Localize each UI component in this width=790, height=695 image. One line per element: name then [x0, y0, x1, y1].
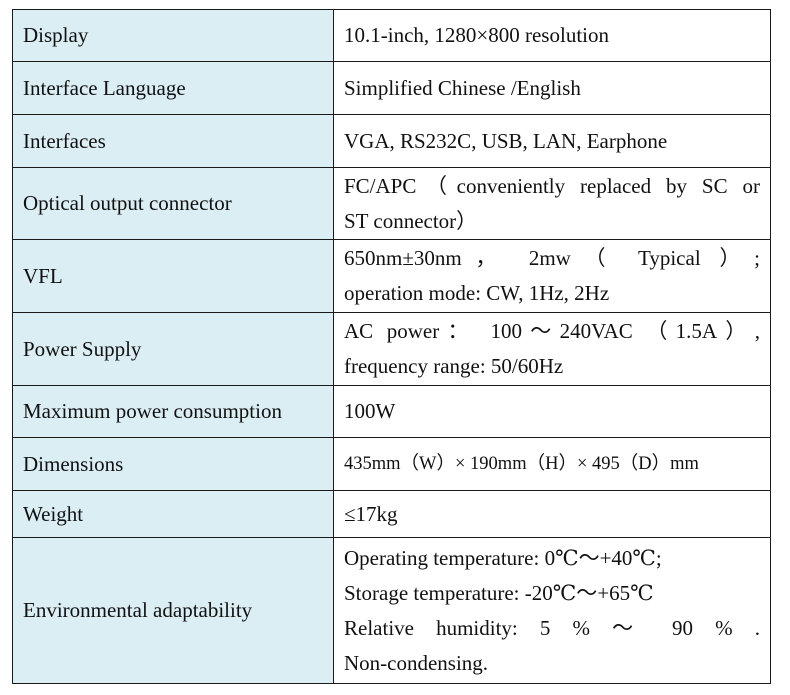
row-value-environmental-adaptability: Operating temperature: 0℃～+40℃; Storage … — [333, 537, 771, 684]
row-label-interface-language: Interface Language — [12, 61, 334, 115]
table-row: Interface Language Simplified Chinese /E… — [12, 61, 771, 115]
row-label-dimensions: Dimensions — [12, 437, 334, 491]
row-label-weight: Weight — [12, 490, 334, 538]
row-value-power-supply: AC power： 100～240VAC （1.5A）, frequency r… — [333, 312, 771, 386]
row-label-environmental-adaptability: Environmental adaptability — [12, 537, 334, 684]
table-row: Weight ≤17kg — [12, 490, 771, 538]
value-line: 435mm（W）× 190mm（H）× 495（D）mm — [344, 453, 699, 474]
table-row: Power Supply AC power： 100～240VAC （1.5A）… — [12, 312, 771, 386]
value-line: frequency range: 50/60Hz — [344, 354, 564, 378]
table-row: Interfaces VGA, RS232C, USB, LAN, Earpho… — [12, 114, 771, 168]
row-value-vfl: 650nm±30nm， 2mw（ Typical ）; operation mo… — [333, 239, 771, 313]
spec-table: Display 10.1-inch, 1280×800 resolution I… — [12, 9, 771, 684]
value-line: 10.1-inch, 1280×800 resolution — [344, 23, 609, 47]
value-line: VGA, RS232C, USB, LAN, Earphone — [344, 128, 668, 153]
row-label-optical-output-connector: Optical output connector — [12, 167, 334, 240]
row-label-display: Display — [12, 9, 334, 62]
table-row: VFL 650nm±30nm， 2mw（ Typical ）; operatio… — [12, 239, 771, 313]
value-line: Non-condensing. — [344, 650, 489, 675]
table-row: Display 10.1-inch, 1280×800 resolution — [12, 9, 771, 62]
value-line: 100W — [344, 399, 396, 423]
row-value-interfaces: VGA, RS232C, USB, LAN, Earphone — [333, 114, 771, 168]
row-value-weight: ≤17kg — [333, 490, 771, 538]
row-value-interface-language: Simplified Chinese /English — [333, 61, 771, 115]
value-line: operation mode: CW, 1Hz, 2Hz — [344, 281, 610, 305]
table-row: Maximum power consumption 100W — [12, 385, 771, 438]
value-line: Operating temperature: 0℃～+40℃; — [344, 545, 662, 570]
value-line: ≤17kg — [344, 501, 398, 526]
row-value-max-power-consumption: 100W — [333, 385, 771, 438]
table-row: Environmental adaptability Operating tem… — [12, 537, 771, 684]
value-line: Simplified Chinese /English — [344, 75, 581, 100]
value-line: 650nm±30nm， 2mw（ Typical ）; — [344, 246, 760, 270]
table-row: Dimensions 435mm（W）× 190mm（H）× 495（D）mm — [12, 437, 771, 491]
row-label-vfl: VFL — [12, 239, 334, 313]
row-value-display: 10.1-inch, 1280×800 resolution — [333, 9, 771, 62]
row-label-interfaces: Interfaces — [12, 114, 334, 168]
value-line: Storage temperature: -20℃～+65℃ — [344, 580, 654, 605]
value-line: Relative humidity: 5 % ～ 90 % . — [344, 615, 760, 640]
value-line: AC power： 100～240VAC （1.5A）, — [344, 319, 760, 343]
value-line: FC/APC（conveniently replaced by SC or — [344, 173, 760, 198]
row-label-power-supply: Power Supply — [12, 312, 334, 386]
value-line: ST connector） — [344, 208, 478, 233]
table-row: Optical output connector FC/APC（convenie… — [12, 167, 771, 240]
row-value-optical-output-connector: FC/APC（conveniently replaced by SC or ST… — [333, 167, 771, 240]
row-value-dimensions: 435mm（W）× 190mm（H）× 495（D）mm — [333, 437, 771, 491]
row-label-max-power-consumption: Maximum power consumption — [12, 385, 334, 438]
